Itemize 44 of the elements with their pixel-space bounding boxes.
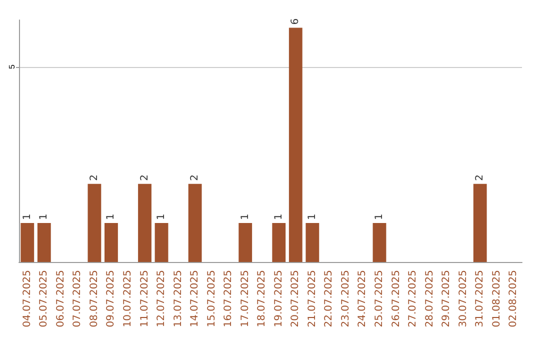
x-tick-label: 28.07.2025 <box>424 270 436 328</box>
x-tick-label: 02.08.2025 <box>508 270 520 328</box>
x-tick-label: 29.07.2025 <box>441 270 452 328</box>
data-label: 1 <box>156 214 168 220</box>
x-tick-label: 04.07.2025 <box>22 270 33 328</box>
x-tick-label: 31.07.2025 <box>474 270 486 328</box>
data-label: 1 <box>106 214 117 220</box>
data-label: 1 <box>374 214 385 220</box>
x-tick-label: 10.07.2025 <box>122 270 134 328</box>
x-tick-label: 19.07.2025 <box>273 270 284 328</box>
data-label: 1 <box>240 214 251 220</box>
x-tick-label: 24.07.2025 <box>357 270 368 328</box>
x-tick-label: 07.07.2025 <box>72 270 84 328</box>
x-tick-label: 11.07.2025 <box>139 270 150 328</box>
data-label: 2 <box>139 174 150 181</box>
x-tick-label: 21.07.2025 <box>306 270 318 328</box>
y-tick-label: 5 <box>8 64 16 70</box>
x-tick-label: 25.07.2025 <box>374 270 385 328</box>
x-tick-label: 08.07.2025 <box>88 270 100 328</box>
x-tick-label: 17.07.2025 <box>240 270 251 328</box>
x-tick-label: 18.07.2025 <box>256 270 268 328</box>
x-tick-label: 22.07.2025 <box>324 270 335 328</box>
x-tick-label: 06.07.2025 <box>55 270 66 328</box>
x-tick-label: 27.07.2025 <box>408 270 419 328</box>
x-tick-label: 01.08.2025 <box>491 270 502 328</box>
x-tick-label: 14.07.2025 <box>190 270 201 328</box>
data-label: 1 <box>306 214 318 220</box>
data-label: 2 <box>88 174 100 181</box>
x-tick-label: 30.07.2025 <box>458 270 469 328</box>
x-tick-label: 26.07.2025 <box>390 270 402 328</box>
x-tick-label: 15.07.2025 <box>206 270 218 328</box>
data-label: 2 <box>474 174 486 181</box>
data-label: 6 <box>290 18 302 25</box>
x-tick-label: 09.07.2025 <box>106 270 117 328</box>
x-tick-label: 23.07.2025 <box>340 270 352 328</box>
x-tick-label: 16.07.2025 <box>223 270 234 328</box>
x-tick-label: 13.07.2025 <box>172 270 184 328</box>
x-tick-label: 12.07.2025 <box>156 270 168 328</box>
data-label: 1 <box>22 214 33 220</box>
x-tick-label: 05.07.2025 <box>38 270 50 328</box>
x-tick-label: 20.07.2025 <box>290 270 302 328</box>
data-label: 1 <box>273 214 284 220</box>
data-label: 2 <box>190 174 201 181</box>
data-label: 1 <box>38 214 50 220</box>
